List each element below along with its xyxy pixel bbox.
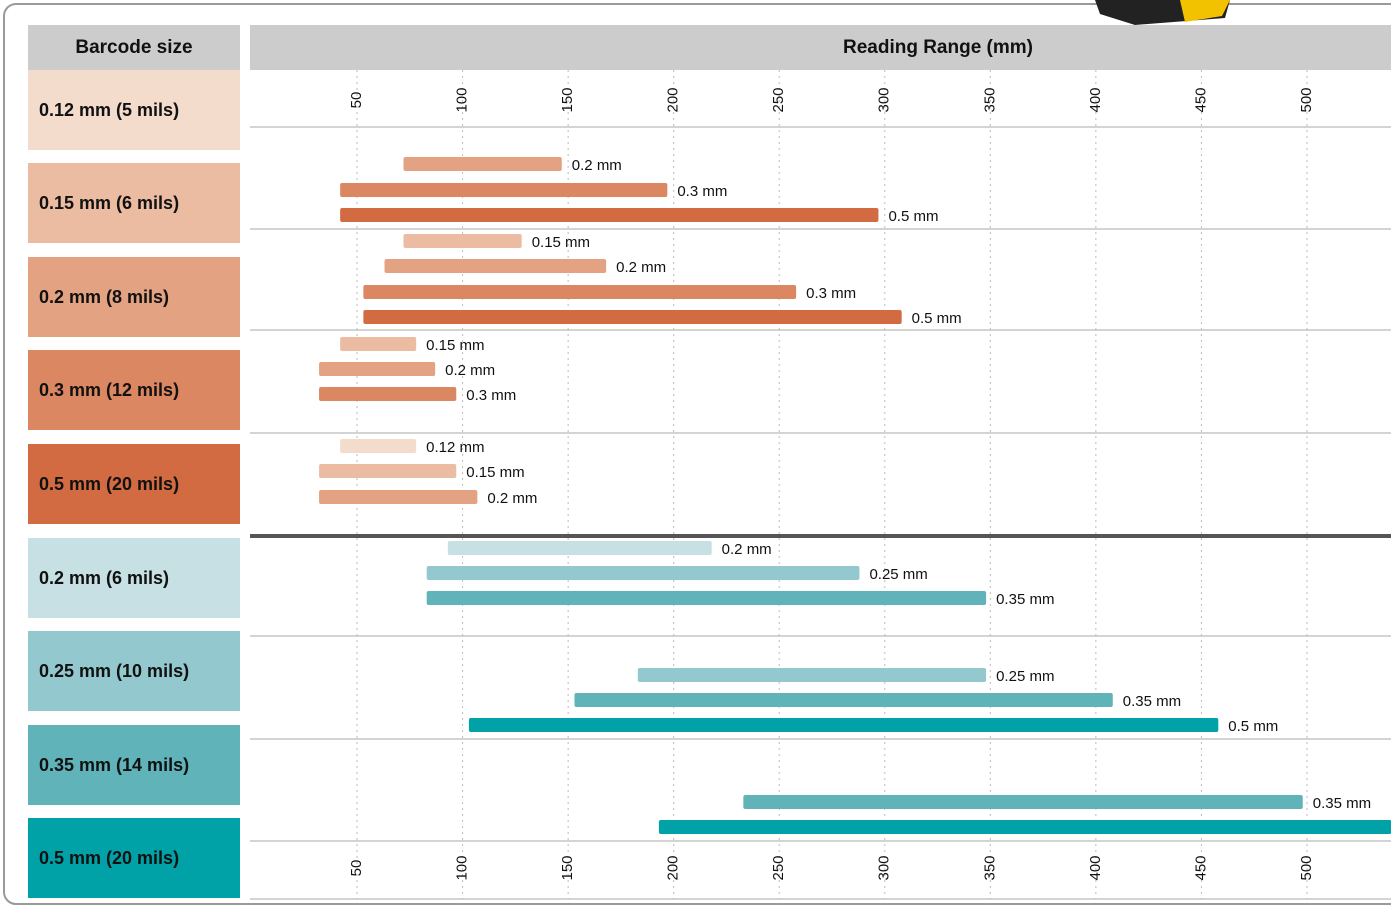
x-tick-label: 200 bbox=[665, 855, 682, 880]
range-bar bbox=[637, 668, 987, 682]
x-tick-label: 250 bbox=[770, 855, 787, 880]
row-label: 0.3 mm (12 mils) bbox=[39, 380, 179, 400]
row-cell bbox=[28, 444, 240, 524]
row-cell bbox=[28, 163, 240, 243]
range-bar bbox=[447, 541, 712, 555]
range-bar bbox=[340, 183, 668, 197]
bar-label: 0.2 mm bbox=[722, 541, 772, 558]
range-bar bbox=[384, 259, 607, 273]
range-bar bbox=[403, 157, 562, 171]
bar-label: 0.2 mm bbox=[445, 362, 495, 379]
x-tick-label: 50 bbox=[348, 860, 365, 877]
bar-label: 0.35 mm bbox=[996, 591, 1054, 608]
row-label: 0.2 mm (6 mils) bbox=[39, 568, 169, 588]
bar-label: 0.15 mm bbox=[426, 337, 484, 354]
bar-label: 0.3 mm bbox=[806, 285, 856, 302]
x-tick-label: 450 bbox=[1192, 855, 1209, 880]
row-cell bbox=[28, 631, 240, 711]
range-bar bbox=[340, 337, 417, 351]
bar-label: 0.5 mm bbox=[888, 208, 938, 225]
x-tick-label: 350 bbox=[981, 855, 998, 880]
header-cell bbox=[28, 25, 240, 70]
row-label: 0.35 mm (14 mils) bbox=[39, 755, 189, 775]
x-tick-label: 300 bbox=[876, 87, 893, 112]
range-bar bbox=[319, 387, 457, 401]
x-tick-label: 150 bbox=[559, 87, 576, 112]
bar-label: 0.2 mm bbox=[487, 490, 537, 507]
x-tick-label: 50 bbox=[348, 92, 365, 109]
bar-label: 0.35 mm bbox=[1313, 795, 1371, 812]
range-bar bbox=[468, 718, 1219, 732]
device-image bbox=[1180, 0, 1230, 22]
row-label: 0.5 mm (20 mils) bbox=[39, 474, 179, 494]
range-bar bbox=[340, 208, 879, 222]
x-tick-label: 200 bbox=[665, 87, 682, 112]
x-tick-label: 500 bbox=[1298, 855, 1315, 880]
bar-label: 0.25 mm bbox=[996, 668, 1054, 685]
x-tick-label: 100 bbox=[454, 855, 471, 880]
row-label: 0.15 mm (6 mils) bbox=[39, 193, 179, 213]
x-tick-label: 300 bbox=[876, 855, 893, 880]
bar-label: 0.5 mm bbox=[1228, 718, 1278, 735]
row-cell bbox=[28, 257, 240, 337]
row-cell bbox=[28, 725, 240, 805]
row-label: 0.2 mm (8 mils) bbox=[39, 287, 169, 307]
x-tick-label: 400 bbox=[1087, 855, 1104, 880]
x-tick-label: 100 bbox=[454, 87, 471, 112]
bar-label: 0.3 mm bbox=[466, 387, 516, 404]
row-cell bbox=[28, 538, 240, 618]
row-cell bbox=[28, 350, 240, 430]
row-label: 0.25 mm (10 mils) bbox=[39, 661, 189, 681]
bar-label: 0.5 mm bbox=[912, 310, 962, 327]
range-bar bbox=[319, 490, 478, 504]
range-bar bbox=[426, 566, 860, 580]
x-tick-label: 500 bbox=[1298, 87, 1315, 112]
range-bar bbox=[574, 693, 1113, 707]
range-bar bbox=[403, 234, 522, 248]
x-tick-label: 350 bbox=[981, 87, 998, 112]
range-bar bbox=[426, 591, 987, 605]
range-bar bbox=[319, 362, 436, 376]
range-bar bbox=[363, 285, 797, 299]
range-bar bbox=[658, 820, 1391, 834]
bar-label: 0.2 mm bbox=[572, 157, 622, 174]
x-tick-label: 400 bbox=[1087, 87, 1104, 112]
row-label: 0.5 mm (20 mils) bbox=[39, 848, 179, 868]
bar-label: 0.15 mm bbox=[532, 234, 590, 251]
x-tick-label: 250 bbox=[770, 87, 787, 112]
range-bar bbox=[340, 439, 417, 453]
bar-label: 0.2 mm bbox=[616, 259, 666, 276]
row-label: 0.12 mm (5 mils) bbox=[39, 100, 179, 120]
x-tick-label: 150 bbox=[559, 855, 576, 880]
range-bar bbox=[319, 464, 457, 478]
bar-label: 0.35 mm bbox=[1123, 693, 1181, 710]
chart-title: Reading Range (mm) bbox=[843, 37, 1033, 58]
x-tick-label: 450 bbox=[1192, 87, 1209, 112]
range-bar bbox=[743, 795, 1303, 809]
bar-label: 0.15 mm bbox=[466, 464, 524, 481]
bar-label: 0.25 mm bbox=[869, 566, 927, 583]
row-cell bbox=[28, 70, 240, 150]
bar-label: 0.12 mm bbox=[426, 439, 484, 456]
header-cell bbox=[250, 25, 1391, 70]
bar-label: 0.3 mm bbox=[677, 183, 727, 200]
row-cell bbox=[28, 818, 240, 898]
range-bar bbox=[363, 310, 902, 324]
row-header: Barcode size bbox=[75, 37, 192, 58]
